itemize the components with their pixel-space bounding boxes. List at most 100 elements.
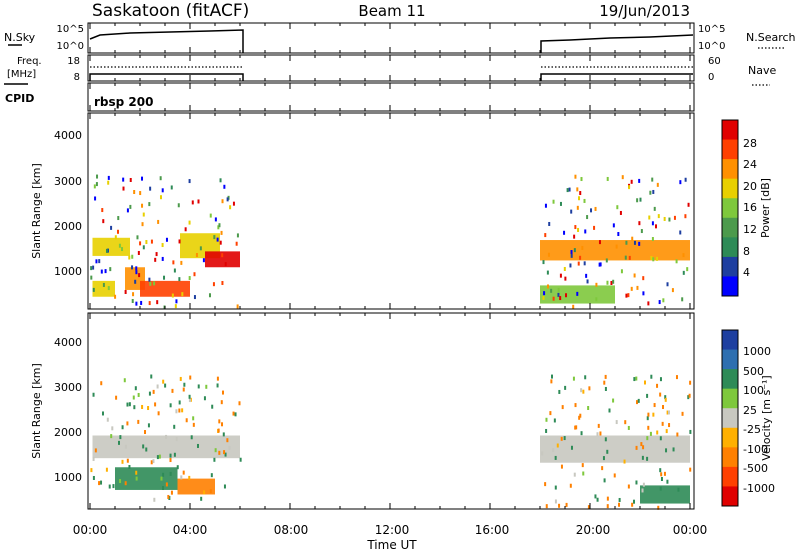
data-cell <box>92 265 95 270</box>
data-cell <box>169 403 172 408</box>
data-cell <box>126 208 129 213</box>
data-cell <box>141 404 144 409</box>
data-cell <box>171 293 174 298</box>
data-cell <box>565 502 568 507</box>
data-cell <box>123 378 126 383</box>
data-cell <box>107 180 110 185</box>
data-cell <box>620 269 623 274</box>
data-cell <box>134 279 137 284</box>
data-cell <box>610 281 613 286</box>
power-colorbar-cell <box>722 159 738 180</box>
data-cell <box>122 177 125 182</box>
data-cell <box>584 229 587 234</box>
power-ytick-2000: 2000 <box>54 220 82 233</box>
data-cell <box>628 185 631 190</box>
data-cell <box>116 229 119 234</box>
data-cell <box>624 255 627 260</box>
data-cell <box>586 215 589 220</box>
data-cell <box>618 497 621 502</box>
data-cell <box>633 273 636 278</box>
velocity-colorbar-cell <box>722 466 738 487</box>
data-cell <box>550 379 553 384</box>
data-cell <box>135 270 138 275</box>
data-cell <box>178 400 181 405</box>
data-cell <box>644 380 647 385</box>
data-cell <box>668 217 671 222</box>
data-cell <box>635 480 638 485</box>
data-cell <box>686 267 689 272</box>
data-cell <box>203 490 206 495</box>
data-cell <box>545 417 548 422</box>
data-cell <box>169 458 172 463</box>
data-cell <box>554 499 557 504</box>
data-cell <box>152 459 155 464</box>
data-cell <box>639 197 642 202</box>
data-cell <box>126 458 129 463</box>
data-cell <box>583 198 586 203</box>
xtick-2000: 20:00 <box>576 523 611 537</box>
data-cell <box>579 191 582 196</box>
data-cell <box>205 384 208 389</box>
data-cell <box>554 455 557 460</box>
data-cell <box>145 239 148 244</box>
data-cell <box>95 259 98 264</box>
data-cell <box>656 256 659 261</box>
data-cell <box>137 392 140 397</box>
data-cell <box>131 298 134 303</box>
data-cell <box>573 248 576 253</box>
data-cell <box>625 293 628 298</box>
data-cell <box>578 415 581 420</box>
data-cell <box>574 403 577 408</box>
data-cell <box>174 304 177 309</box>
data-cell <box>636 285 639 290</box>
data-cell <box>606 176 609 181</box>
data-cell <box>612 398 615 403</box>
data-cell <box>139 191 142 196</box>
data-cell <box>168 495 171 500</box>
data-cell <box>595 297 598 302</box>
power-ylabel: Slant Range [km] <box>30 163 43 259</box>
data-cell <box>572 304 575 309</box>
data-cell <box>676 432 679 437</box>
data-cell <box>612 223 615 228</box>
data-cell <box>152 389 155 394</box>
data-cell <box>221 281 224 286</box>
data-cell <box>221 422 224 427</box>
data-cell <box>213 235 216 240</box>
data-cell <box>647 412 650 417</box>
data-cell <box>582 471 585 476</box>
velocity-colorbar <box>722 330 738 507</box>
data-cell <box>630 286 633 291</box>
data-cell <box>636 198 639 203</box>
vel-cbar-tick-minus25: -25 <box>743 423 761 436</box>
data-cell <box>550 374 553 379</box>
data-cell <box>675 259 678 264</box>
data-cell <box>128 465 131 470</box>
data-cell <box>229 205 232 210</box>
data-cell <box>618 502 621 507</box>
data-cell <box>580 388 583 393</box>
data-cell <box>569 483 572 488</box>
data-cell <box>638 221 641 226</box>
data-cell <box>679 230 682 235</box>
data-cell <box>216 376 219 381</box>
data-cell <box>170 490 173 495</box>
data-cell <box>185 418 188 423</box>
data-cell <box>141 222 144 227</box>
data-cell <box>568 187 571 192</box>
data-cell <box>95 182 98 187</box>
data-cell <box>638 241 641 246</box>
data-cell <box>633 377 636 382</box>
data-cell <box>662 298 665 303</box>
data-cell <box>105 467 108 472</box>
data-cell <box>650 374 653 379</box>
data-cell <box>141 176 144 181</box>
data-cell <box>128 255 131 260</box>
data-cell <box>196 443 199 448</box>
data-cell <box>181 408 184 413</box>
data-cell <box>226 438 229 443</box>
data-cell <box>578 196 581 201</box>
data-cell <box>94 448 97 453</box>
data-cell <box>659 486 662 491</box>
